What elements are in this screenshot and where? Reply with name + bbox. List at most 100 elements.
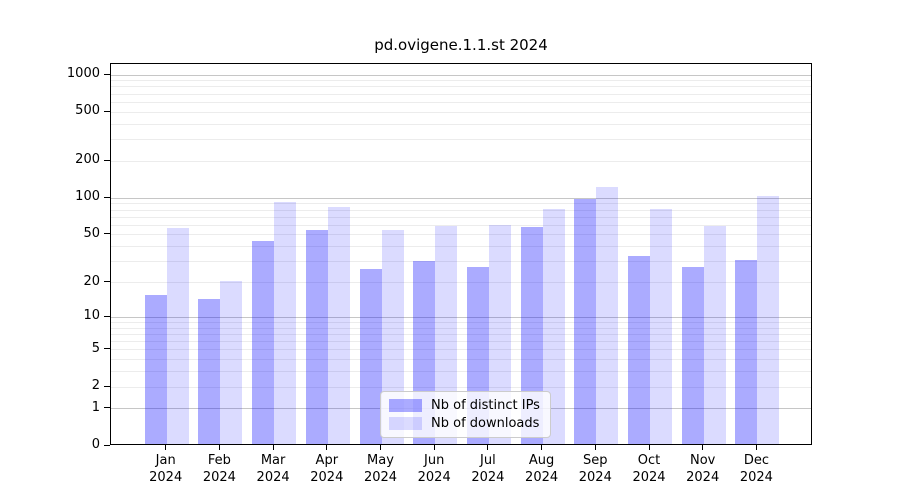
gridline-minor — [111, 349, 811, 351]
gridline-minor — [111, 160, 811, 162]
bar-distinct-ips-dec — [735, 259, 758, 444]
legend-swatch-distinct-ips — [389, 399, 422, 412]
plot-area — [110, 63, 812, 445]
x-tick — [541, 445, 543, 450]
gridline-minor — [111, 86, 811, 88]
gridline-minor — [111, 341, 811, 342]
bar-downloads-mar — [274, 202, 297, 444]
gridline-minor — [111, 139, 811, 141]
gridline-minor — [111, 371, 811, 373]
y-tick-label: 0 — [91, 437, 100, 452]
y-tick-label: 200 — [75, 152, 100, 168]
gridline-minor — [111, 93, 811, 95]
bar-downloads-oct — [650, 209, 672, 444]
bar-downloads-sep — [596, 186, 619, 444]
bar-distinct-ips-jan — [144, 295, 167, 444]
gridline-minor — [111, 101, 811, 103]
y-tick-label: 1 — [91, 399, 100, 415]
y-tick — [104, 444, 110, 446]
legend-label-downloads: Nb of downloads — [431, 416, 540, 431]
gridline-major — [111, 316, 811, 318]
bar-downloads-may — [381, 229, 404, 444]
x-tick-label: Jun 2024 — [394, 452, 474, 486]
gridline-minor — [111, 234, 811, 236]
x-tick — [380, 445, 381, 450]
y-tick-label: 50 — [83, 225, 100, 241]
gridline-minor — [111, 333, 811, 335]
bar-distinct-ips-may — [359, 269, 382, 444]
y-tick-label: 2 — [91, 378, 100, 393]
bar-distinct-ips-feb — [198, 298, 221, 444]
gridline-minor — [111, 80, 811, 82]
x-tick-label: Feb 2024 — [179, 452, 259, 486]
bar-downloads-dec — [757, 196, 780, 444]
x-tick-label-year: 2024 — [686, 470, 720, 485]
x-tick — [755, 445, 757, 450]
x-tick — [487, 445, 489, 450]
y-tick — [104, 233, 110, 235]
gridline-minor — [111, 123, 811, 125]
bar-distinct-ips-aug — [520, 226, 543, 444]
legend-swatch-downloads — [389, 417, 422, 430]
x-tick — [218, 445, 220, 450]
gridline-minor — [111, 359, 811, 361]
gridline-major — [111, 74, 811, 76]
x-tick — [702, 445, 704, 450]
gridline-minor — [111, 386, 811, 388]
gridline-minor — [111, 282, 811, 284]
gridline-major — [111, 197, 811, 199]
x-tick — [165, 445, 167, 450]
bar-downloads-jun — [435, 226, 458, 444]
bar-distinct-ips-sep — [574, 198, 597, 444]
x-tick-label: Sep 2024 — [555, 452, 635, 486]
x-tick-label-year: 2024 — [417, 470, 451, 485]
x-tick-label-year: 2024 — [363, 470, 398, 485]
gridline-minor — [111, 209, 811, 211]
y-tick — [104, 196, 110, 198]
x-tick-label: May 2024 — [341, 452, 421, 486]
bar-distinct-ips-mar — [252, 240, 275, 444]
legend-label-distinct-ips: Nb of distinct IPs — [431, 398, 540, 413]
gridline-minor — [111, 111, 811, 113]
x-tick — [326, 445, 328, 450]
chart-title: pd.ovigene.1.1.st 2024 — [374, 36, 548, 54]
bar-distinct-ips-nov — [681, 267, 704, 444]
bar-distinct-ips-apr — [305, 229, 328, 444]
y-tick-label: 1000 — [66, 66, 100, 82]
bar-downloads-jul — [488, 225, 511, 444]
gridline-minor — [111, 224, 811, 226]
y-tick — [104, 407, 110, 409]
x-tick-label: Dec 2024 — [716, 452, 796, 486]
bar-downloads-jan — [166, 227, 189, 444]
x-tick-label-year: 2024 — [525, 470, 559, 485]
x-tick-label: Oct 2024 — [609, 452, 689, 486]
x-tick — [433, 445, 435, 450]
gridline-minor — [111, 216, 811, 218]
y-tick — [104, 315, 110, 317]
x-tick — [594, 445, 596, 450]
bar-downloads-apr — [327, 206, 350, 444]
gridline-minor — [111, 327, 811, 329]
y-tick-label: 20 — [83, 273, 100, 289]
legend-item-downloads: Nb of downloads — [389, 416, 540, 431]
gridline-minor — [111, 261, 811, 263]
x-tick-label-year: 2024 — [202, 470, 236, 485]
y-tick-label: 10 — [83, 308, 100, 324]
x-tick-label-year: 2024 — [632, 470, 666, 485]
y-tick — [104, 281, 110, 283]
y-tick — [104, 110, 110, 112]
x-tick-label-year: 2024 — [471, 470, 505, 485]
y-tick — [104, 348, 110, 350]
x-tick-label-year: 2024 — [739, 470, 773, 485]
bar-downloads-nov — [703, 226, 726, 444]
gridline-minor — [111, 321, 811, 323]
gridline-minor — [111, 246, 811, 248]
x-tick-label: Aug 2024 — [502, 452, 582, 486]
x-tick-label-year: 2024 — [256, 470, 290, 485]
gridline-minor — [111, 203, 811, 205]
y-tick-label: 100 — [75, 189, 100, 205]
x-tick-label: Mar 2024 — [233, 452, 313, 486]
y-tick — [104, 385, 110, 387]
x-tick-label: Jul 2024 — [448, 452, 528, 486]
x-tick — [272, 445, 274, 450]
